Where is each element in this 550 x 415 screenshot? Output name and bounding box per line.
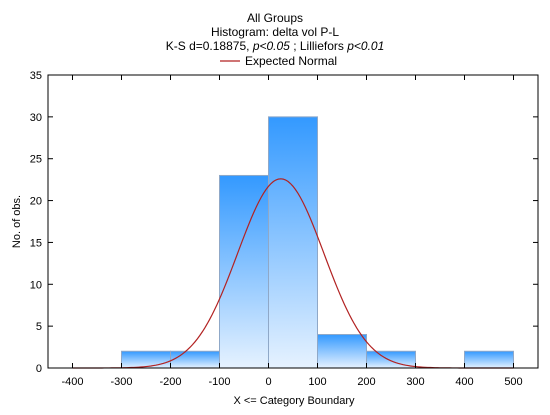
y-tick-label: 20 — [30, 196, 42, 208]
y-tick-label: 0 — [36, 363, 42, 375]
x-tick-label: 300 — [406, 376, 424, 388]
histogram-bar — [268, 116, 318, 369]
chart-title: All Groups Histogram: delta vol P-L K-S … — [166, 11, 385, 53]
title-line-1: All Groups — [247, 11, 303, 25]
x-axis: -400 -300 -200 -100 0 100 200 300 400 500 — [61, 75, 523, 388]
y-tick-label: 10 — [30, 279, 42, 291]
histogram-bar — [170, 350, 220, 369]
stats-separator: ; Lilliefors — [290, 39, 347, 53]
ks-stat: K-S d=0.18875, — [166, 39, 253, 53]
x-tick-label: 400 — [455, 376, 473, 388]
x-tick-label: -100 — [208, 376, 230, 388]
x-tick-label: -400 — [61, 376, 83, 388]
histogram-bar — [219, 174, 269, 369]
plot-frame — [47, 74, 539, 369]
x-tick-label: 200 — [357, 376, 375, 388]
y-tick-label: 35 — [30, 70, 42, 82]
bars-layer — [121, 116, 514, 369]
ks-p-value: p<0.05 — [252, 39, 290, 53]
x-tick-label: -200 — [159, 376, 181, 388]
y-tick-label: 25 — [30, 154, 42, 166]
x-axis-label: X <= Category Boundary — [233, 395, 355, 407]
legend: Expected Normal — [220, 54, 337, 68]
stats-line: K-S d=0.18875, p<0.05 ; Lilliefors p<0.0… — [166, 39, 385, 53]
histogram-bar — [464, 350, 514, 369]
x-tick-label: -300 — [110, 376, 132, 388]
y-tick-label: 30 — [30, 112, 42, 124]
y-tick-label: 15 — [30, 237, 42, 249]
legend-label: Expected Normal — [245, 54, 337, 68]
x-tick-label: 100 — [308, 376, 326, 388]
y-tick-label: 5 — [36, 321, 42, 333]
y-axis: 0 5 10 15 20 25 30 35 — [30, 70, 538, 375]
y-axis-label: No. of obs. — [11, 195, 23, 248]
histogram-bar — [121, 350, 171, 369]
lilliefors-p-value: p<0.01 — [346, 39, 384, 53]
x-tick-label: 500 — [504, 376, 522, 388]
x-tick-label: 0 — [265, 376, 271, 388]
title-line-2: Histogram: delta vol P-L — [211, 25, 339, 39]
histogram-bar — [317, 334, 367, 369]
